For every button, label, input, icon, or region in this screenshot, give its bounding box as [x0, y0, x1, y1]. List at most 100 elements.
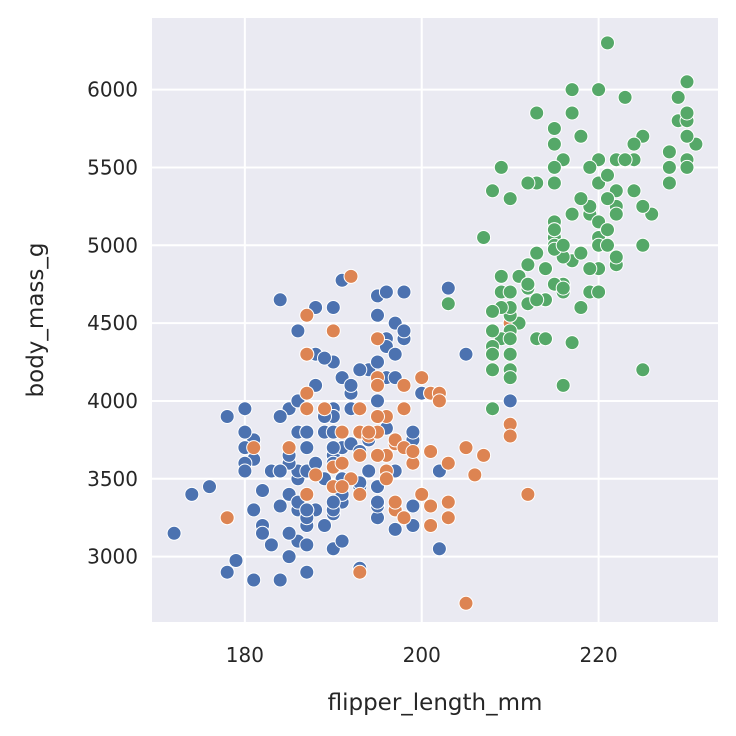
- data-point: [370, 354, 385, 370]
- data-point: [299, 346, 315, 362]
- data-point: [184, 486, 200, 502]
- data-point: [564, 82, 580, 98]
- data-point: [670, 89, 686, 105]
- data-point: [299, 401, 315, 417]
- x-tick-label: 180: [226, 643, 264, 667]
- data-point: [485, 303, 500, 319]
- data-point: [582, 159, 598, 175]
- data-point: [538, 261, 553, 277]
- data-point: [573, 128, 589, 144]
- data-point: [405, 424, 421, 440]
- data-point: [396, 377, 412, 393]
- data-point: [635, 362, 651, 378]
- data-point: [431, 393, 447, 409]
- data-point: [626, 136, 642, 152]
- data-point: [458, 440, 474, 456]
- data-point: [555, 237, 571, 253]
- data-point: [334, 424, 350, 440]
- data-point: [343, 377, 359, 393]
- data-point: [370, 393, 385, 409]
- data-point: [414, 486, 430, 502]
- data-point: [546, 121, 562, 136]
- data-point: [440, 296, 456, 312]
- data-point: [423, 498, 439, 514]
- data-point: [317, 350, 332, 366]
- data-point: [600, 191, 615, 207]
- data-point: [520, 175, 536, 191]
- data-point: [166, 525, 182, 541]
- data-point: [387, 346, 403, 362]
- data-point: [334, 479, 350, 495]
- data-point: [370, 409, 385, 424]
- data-point: [352, 486, 368, 502]
- data-point: [325, 494, 341, 510]
- data-point: [272, 463, 288, 479]
- y-tick-labels: 3000 3500 4000 4500 5000 5500 6000: [87, 78, 138, 569]
- data-points: [166, 35, 704, 611]
- data-point: [317, 401, 332, 417]
- data-point: [600, 35, 615, 51]
- data-point: [493, 268, 509, 284]
- data-point: [334, 455, 350, 471]
- data-point: [476, 447, 492, 463]
- data-point: [325, 440, 341, 456]
- data-point: [414, 370, 430, 386]
- data-point: [458, 595, 474, 611]
- data-point: [272, 572, 288, 588]
- data-point: [502, 346, 518, 362]
- data-point: [263, 537, 279, 553]
- data-point: [555, 280, 571, 296]
- data-point: [299, 424, 315, 440]
- y-tick-label: 5000: [87, 233, 138, 257]
- data-point: [661, 144, 677, 160]
- data-point: [370, 331, 385, 347]
- data-point: [387, 494, 403, 510]
- data-point: [635, 198, 651, 214]
- data-point: [370, 307, 385, 323]
- data-point: [485, 323, 500, 339]
- data-point: [502, 428, 518, 444]
- data-point: [370, 377, 385, 393]
- data-point: [299, 502, 315, 518]
- data-point: [378, 471, 394, 487]
- data-point: [661, 175, 677, 191]
- data-point: [661, 159, 677, 175]
- y-tick-label: 3500: [87, 467, 138, 491]
- data-point: [679, 105, 695, 121]
- series-1-points: [219, 268, 536, 611]
- data-point: [546, 136, 562, 152]
- data-point: [440, 280, 456, 296]
- data-point: [396, 510, 412, 526]
- data-point: [502, 191, 518, 207]
- data-point: [352, 362, 368, 378]
- data-point: [529, 105, 545, 121]
- data-point: [317, 518, 332, 533]
- data-point: [281, 549, 297, 565]
- data-point: [272, 292, 288, 308]
- data-point: [485, 346, 500, 362]
- data-point: [423, 518, 439, 533]
- data-point: [485, 362, 500, 378]
- data-point: [396, 284, 412, 300]
- data-point: [343, 268, 359, 284]
- series-2-points: [440, 35, 704, 417]
- data-point: [281, 440, 297, 456]
- data-point: [308, 467, 324, 483]
- data-point: [219, 510, 235, 526]
- data-point: [467, 467, 483, 483]
- y-tick-label: 4000: [87, 389, 138, 413]
- data-point: [228, 553, 244, 568]
- data-point: [546, 175, 562, 191]
- data-point: [423, 444, 439, 459]
- data-point: [290, 323, 306, 339]
- data-point: [396, 323, 412, 339]
- data-point: [387, 521, 403, 537]
- data-point: [255, 525, 270, 541]
- data-point: [546, 159, 562, 175]
- data-point: [591, 82, 607, 98]
- data-point: [485, 401, 500, 417]
- data-point: [405, 444, 421, 459]
- data-point: [564, 335, 580, 351]
- data-point: [476, 230, 492, 245]
- data-point: [202, 479, 217, 495]
